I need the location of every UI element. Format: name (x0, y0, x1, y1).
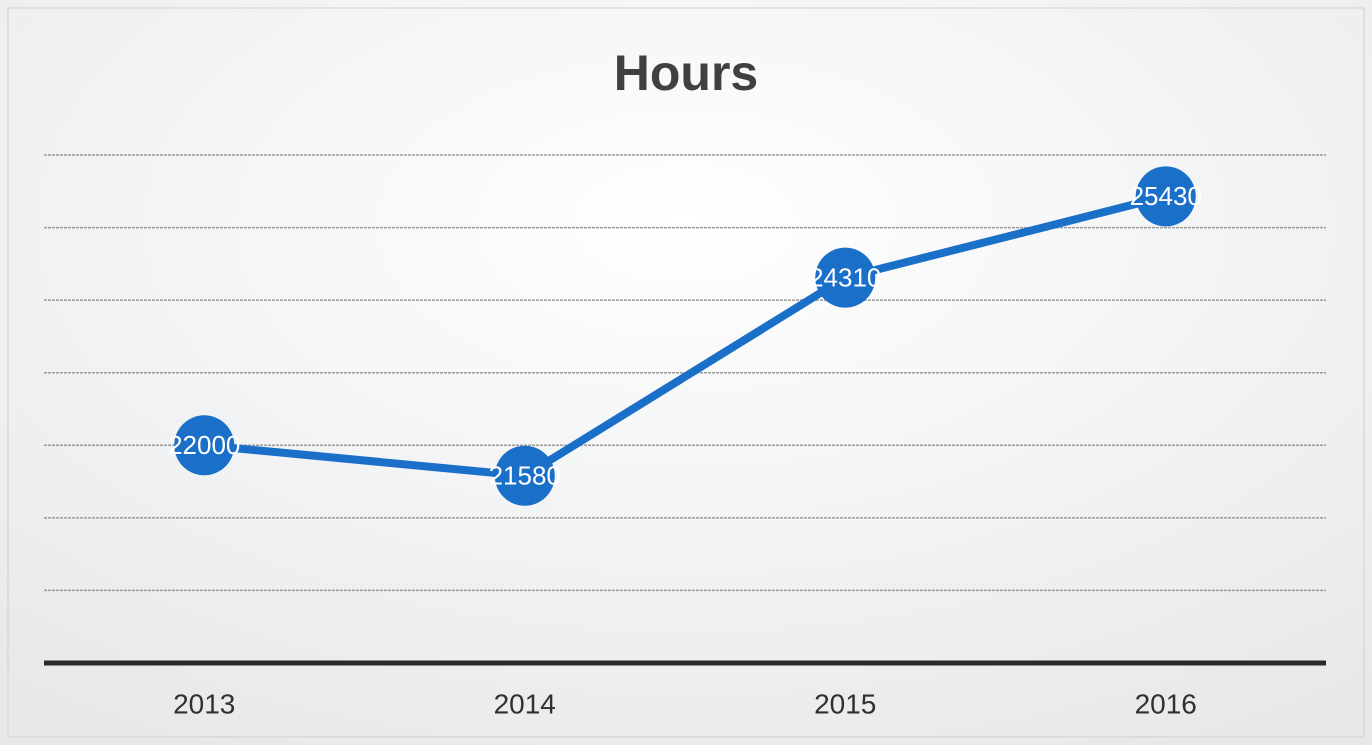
data-label: 21580 (489, 461, 561, 491)
data-point (815, 247, 876, 308)
x-tick-label: 2013 (173, 688, 235, 719)
data-point (494, 445, 555, 506)
data-point (174, 415, 235, 476)
series-line (203, 192, 1167, 480)
data-label: 24310 (809, 263, 881, 293)
data-point (1135, 166, 1196, 227)
data-label: 22000 (168, 430, 240, 460)
data-label: 25430 (1130, 181, 1202, 211)
chart-title: Hours (614, 45, 758, 101)
x-tick-label: 2016 (1135, 688, 1197, 719)
x-tick-label: 2015 (814, 688, 876, 719)
frame (7, 7, 1365, 738)
x-tick-label: 2014 (494, 688, 556, 719)
